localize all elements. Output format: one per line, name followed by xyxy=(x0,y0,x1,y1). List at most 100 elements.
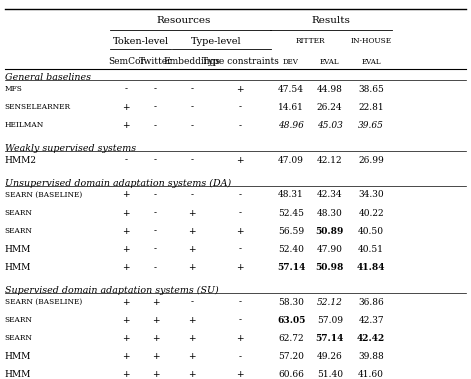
Text: +: + xyxy=(188,263,196,272)
Text: IN-HOUSE: IN-HOUSE xyxy=(350,37,392,45)
Text: -: - xyxy=(239,121,242,130)
Text: 40.50: 40.50 xyxy=(358,227,384,236)
Text: Embeddings: Embeddings xyxy=(163,57,221,66)
Text: +: + xyxy=(188,334,196,343)
Text: +: + xyxy=(122,191,130,199)
Text: 49.26: 49.26 xyxy=(317,352,342,361)
Text: 45.03: 45.03 xyxy=(317,121,342,130)
Text: EVAL: EVAL xyxy=(320,58,340,66)
Text: HMM: HMM xyxy=(5,370,31,379)
Text: 38.65: 38.65 xyxy=(358,85,384,94)
Text: -: - xyxy=(191,155,194,164)
Text: -: - xyxy=(154,121,157,130)
Text: -: - xyxy=(125,155,128,164)
Text: HEILMAN: HEILMAN xyxy=(5,121,44,129)
Text: 42.42: 42.42 xyxy=(357,334,385,343)
Text: 42.34: 42.34 xyxy=(317,191,342,199)
Text: +: + xyxy=(188,352,196,361)
Text: -: - xyxy=(191,103,194,111)
Text: SEARN (BASELINE): SEARN (BASELINE) xyxy=(5,298,82,306)
Text: Supervised domain adaptation systems (SU): Supervised domain adaptation systems (SU… xyxy=(5,286,219,295)
Text: 60.66: 60.66 xyxy=(278,370,304,379)
Text: 47.54: 47.54 xyxy=(278,85,304,94)
Text: DEV: DEV xyxy=(283,58,299,66)
Text: 14.61: 14.61 xyxy=(278,103,304,111)
Text: -: - xyxy=(239,191,242,199)
Text: Type-level: Type-level xyxy=(191,37,242,46)
Text: 50.89: 50.89 xyxy=(316,227,344,236)
Text: +: + xyxy=(236,370,244,379)
Text: +: + xyxy=(188,244,196,254)
Text: 34.30: 34.30 xyxy=(358,191,384,199)
Text: 48.31: 48.31 xyxy=(278,191,304,199)
Text: +: + xyxy=(152,334,159,343)
Text: 40.51: 40.51 xyxy=(358,244,384,254)
Text: +: + xyxy=(188,316,196,325)
Text: HMM: HMM xyxy=(5,263,31,272)
Text: -: - xyxy=(239,244,242,254)
Text: -: - xyxy=(154,244,157,254)
Text: 48.96: 48.96 xyxy=(278,121,304,130)
Text: +: + xyxy=(236,85,244,94)
Text: -: - xyxy=(125,85,128,94)
Text: 51.40: 51.40 xyxy=(317,370,343,379)
Text: Token-level: Token-level xyxy=(113,37,169,46)
Text: +: + xyxy=(122,370,130,379)
Text: +: + xyxy=(122,208,130,218)
Text: 41.60: 41.60 xyxy=(358,370,384,379)
Text: +: + xyxy=(122,263,130,272)
Text: +: + xyxy=(122,227,130,236)
Text: 48.30: 48.30 xyxy=(317,208,342,218)
Text: +: + xyxy=(236,263,244,272)
Text: 62.72: 62.72 xyxy=(278,334,304,343)
Text: General baselines: General baselines xyxy=(5,73,91,82)
Text: -: - xyxy=(191,191,194,199)
Text: -: - xyxy=(191,298,194,307)
Text: 56.59: 56.59 xyxy=(278,227,304,236)
Text: SENSELEARNER: SENSELEARNER xyxy=(5,103,71,111)
Text: HMM2: HMM2 xyxy=(5,155,37,164)
Text: 22.81: 22.81 xyxy=(358,103,384,111)
Text: 26.24: 26.24 xyxy=(317,103,342,111)
Text: -: - xyxy=(154,263,157,272)
Text: 42.12: 42.12 xyxy=(317,155,342,164)
Text: -: - xyxy=(154,103,157,111)
Text: -: - xyxy=(154,85,157,94)
Text: 58.30: 58.30 xyxy=(278,298,304,307)
Text: +: + xyxy=(152,352,159,361)
Text: 47.90: 47.90 xyxy=(317,244,342,254)
Text: 57.14: 57.14 xyxy=(277,263,305,272)
Text: Results: Results xyxy=(312,16,350,25)
Text: SemCor: SemCor xyxy=(108,57,145,66)
Text: -: - xyxy=(154,208,157,218)
Text: EVAL: EVAL xyxy=(361,58,381,66)
Text: -: - xyxy=(239,316,242,325)
Text: -: - xyxy=(154,191,157,199)
Text: 52.40: 52.40 xyxy=(278,244,304,254)
Text: Weakly supervised systems: Weakly supervised systems xyxy=(5,144,136,153)
Text: 40.22: 40.22 xyxy=(358,208,384,218)
Text: +: + xyxy=(236,227,244,236)
Text: HMM: HMM xyxy=(5,244,31,254)
Text: MFS: MFS xyxy=(5,85,23,93)
Text: -: - xyxy=(239,352,242,361)
Text: -: - xyxy=(154,227,157,236)
Text: 42.37: 42.37 xyxy=(358,316,384,325)
Text: -: - xyxy=(239,208,242,218)
Text: 50.98: 50.98 xyxy=(316,263,344,272)
Text: -: - xyxy=(239,103,242,111)
Text: +: + xyxy=(122,103,130,111)
Text: +: + xyxy=(152,370,159,379)
Text: 63.05: 63.05 xyxy=(277,316,305,325)
Text: +: + xyxy=(122,298,130,307)
Text: SEARN (BASELINE): SEARN (BASELINE) xyxy=(5,191,82,199)
Text: +: + xyxy=(188,208,196,218)
Text: -: - xyxy=(239,298,242,307)
Text: -: - xyxy=(154,155,157,164)
Text: 57.14: 57.14 xyxy=(316,334,344,343)
Text: RITTER: RITTER xyxy=(296,37,325,45)
Text: -: - xyxy=(191,121,194,130)
Text: +: + xyxy=(152,316,159,325)
Text: +: + xyxy=(122,121,130,130)
Text: HMM: HMM xyxy=(5,352,31,361)
